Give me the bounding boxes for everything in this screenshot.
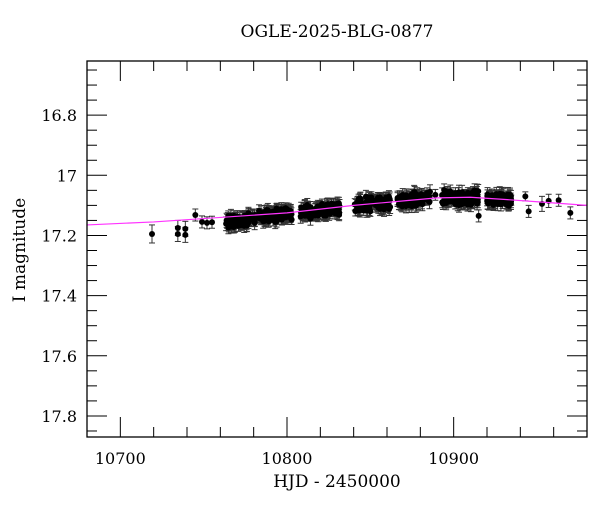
x-axis-label: HJD - 2450000 xyxy=(273,472,401,492)
y-tick-label: 16.8 xyxy=(41,106,77,125)
y-tick-label: 17 xyxy=(57,166,77,185)
y-tick-label: 17.6 xyxy=(41,347,77,366)
x-tick-label: 10900 xyxy=(428,449,479,468)
x-tick-label: 10800 xyxy=(262,449,313,468)
y-tick-label: 17.2 xyxy=(41,226,77,245)
chart-title: OGLE-2025-BLG-0877 xyxy=(240,22,434,42)
model-curve xyxy=(86,196,588,226)
y-tick-label: 17.4 xyxy=(41,287,77,306)
plot-frame xyxy=(86,60,588,438)
y-tick-label: 17.8 xyxy=(41,407,77,426)
axis-ticks: 10700 10800 10900 16.8 17 17.2 17.4 17.6 17.8 xyxy=(41,61,588,468)
x-tick-label: 10700 xyxy=(95,449,146,468)
